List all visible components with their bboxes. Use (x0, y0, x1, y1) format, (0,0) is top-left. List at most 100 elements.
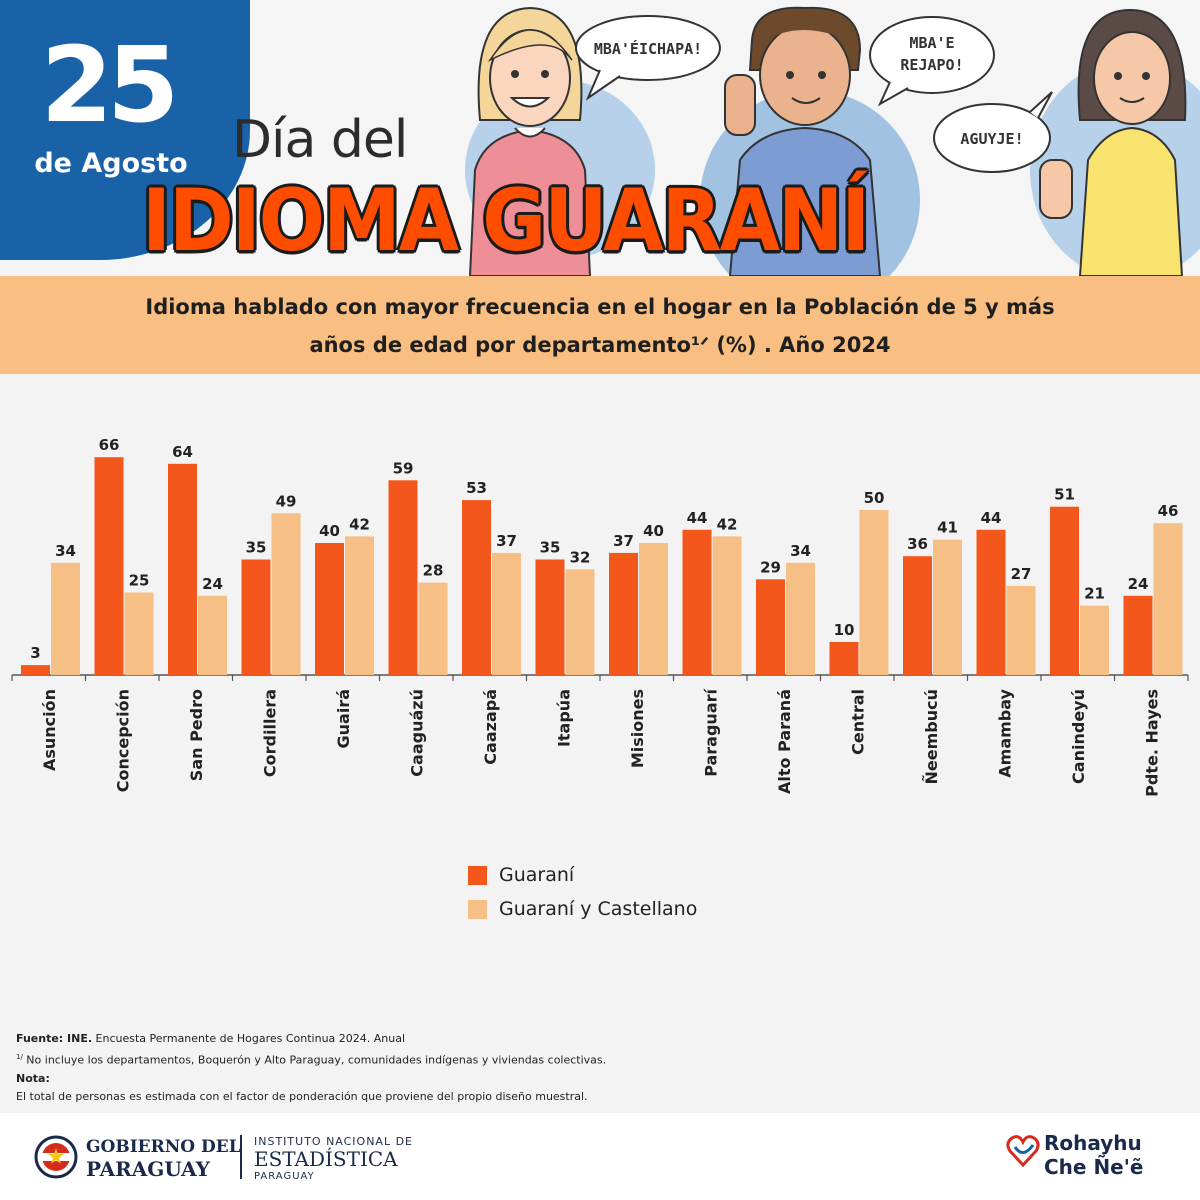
value-label: 25 (129, 572, 150, 590)
value-label: 50 (864, 489, 885, 507)
category-label: Paraguarí (701, 687, 720, 776)
value-label: 27 (1011, 565, 1032, 583)
category-label: Asunción (40, 689, 59, 771)
value-label: 41 (937, 519, 958, 537)
source-notes: Fuente: INE. Encuesta Permanente de Hoga… (16, 1030, 1116, 1106)
category-label: Canindeyú (1069, 689, 1088, 784)
bar-guarani (829, 642, 859, 675)
category-label: Caaguázú (407, 689, 426, 777)
bubble-text-3: AGUYJE! (960, 130, 1023, 148)
heart-icon (1006, 1135, 1040, 1168)
bar-guarani (462, 500, 491, 675)
bubble-text-2b: REJAPO! (900, 56, 963, 74)
value-label: 59 (393, 459, 414, 477)
value-label: 37 (496, 532, 517, 550)
value-label: 40 (643, 522, 664, 540)
bar-guarani-castellano (345, 536, 374, 675)
source-label: Fuente: INE. (16, 1032, 93, 1045)
bar-guarani (168, 463, 197, 675)
title-line2: IDIOMA GUARANÍ (142, 172, 870, 271)
value-label: 42 (717, 515, 738, 533)
value-label: 44 (981, 509, 1002, 527)
date-badge (0, 0, 250, 260)
footer-divider (240, 1135, 242, 1179)
legend-item-guarani: Guaraní (468, 858, 697, 892)
value-label: 21 (1084, 585, 1105, 603)
speech-bubble-3: AGUYJE! (933, 91, 1053, 173)
value-label: 24 (1128, 575, 1149, 593)
bar-guarani-castellano (1153, 523, 1183, 675)
bar-guarani-castellano (51, 562, 80, 675)
bar-guarani (94, 457, 124, 675)
bar-guarani (21, 665, 50, 675)
value-label: 24 (202, 575, 223, 593)
category-label: Pdte. Hayes (1142, 689, 1161, 797)
value-label: 42 (349, 515, 370, 533)
subtitle-band: Idioma hablado con mayor frecuencia en e… (0, 276, 1200, 374)
note-label: Nota: (16, 1071, 50, 1085)
value-label: 66 (99, 436, 120, 454)
characters-illustration: MBA'ÉICHAPA! MBA'E REJAPO! AGUYJE! (465, 6, 1200, 276)
legend-swatch-guarani (468, 865, 487, 885)
source-line: Fuente: INE. Encuesta Permanente de Hoga… (16, 1030, 1116, 1048)
category-label: Concepción (113, 689, 132, 792)
value-label: 34 (790, 542, 811, 560)
value-label: 35 (246, 539, 267, 557)
man-blue-character (724, 6, 882, 276)
title-line1: Día del (232, 110, 408, 170)
government-seal-icon (34, 1135, 78, 1179)
woman-pink-character (468, 6, 592, 276)
value-label: 49 (276, 492, 297, 510)
legend-item-guarani-castellano: Guaraní y Castellano (468, 892, 697, 926)
chart-subtitle: Idioma hablado con mayor frecuencia en e… (60, 288, 1140, 364)
bar-guarani-castellano (859, 510, 889, 675)
bubble-text-1: MBA'ÉICHAPA! (594, 39, 702, 58)
value-label: 36 (907, 535, 928, 553)
woman-yellow-character (1039, 8, 1187, 276)
header-banner: 25 de Agosto (0, 0, 1200, 276)
bar-guarani-castellano (786, 562, 815, 675)
bar-guarani (1123, 595, 1153, 675)
legend-label-guarani-castellano: Guaraní y Castellano (499, 898, 698, 920)
category-label: Guairá (334, 689, 353, 749)
bubble-text-2a: MBA'E (909, 34, 954, 52)
subtitle-line1: Idioma hablado con mayor frecuencia en e… (145, 295, 1055, 319)
legend-swatch-guarani-castellano (468, 899, 487, 919)
note-text: El total de personas es estimada con el … (16, 1089, 588, 1103)
category-label: Itapúa (554, 689, 573, 747)
category-label: Ñeembucú (922, 689, 941, 784)
value-label: 44 (687, 509, 708, 527)
brand-text: Rohayhu Che Ñe'ẽ (1044, 1131, 1143, 1179)
value-label: 53 (466, 479, 487, 497)
gov-text-line1: GOBIERNO DEL (86, 1137, 241, 1157)
brand-line1: Rohayhu (1044, 1131, 1142, 1155)
value-label: 64 (172, 443, 193, 461)
speech-bubble-2: MBA'E REJAPO! (869, 16, 995, 107)
source-text: Encuesta Permanente de Hogares Continua … (92, 1032, 406, 1045)
bar-guarani-castellano (198, 595, 227, 675)
footnote-mark: 1/ (16, 1053, 23, 1061)
category-label: Amambay (995, 688, 1014, 777)
value-label: 28 (423, 562, 444, 580)
bar-guarani-castellano (418, 582, 448, 675)
value-label: 46 (1158, 502, 1179, 520)
category-label: Caazapá (481, 689, 500, 765)
bar-guarani-castellano (639, 543, 668, 675)
bar-guarani-castellano (933, 539, 962, 675)
bar-guarani-castellano (271, 513, 301, 675)
chart-legend: Guaraní Guaraní y Castellano (468, 858, 697, 926)
bar-guarani-castellano (1080, 605, 1109, 675)
brand-line2: Che Ñe'ẽ (1044, 1155, 1144, 1179)
legend-label-guarani: Guaraní (499, 864, 575, 886)
bar-guarani (609, 552, 638, 675)
gov-text-line2: PARAGUAY (86, 1157, 210, 1181)
category-label: Central (848, 689, 867, 755)
footnote-text: No incluye los departamentos, Boquerón y… (22, 1053, 607, 1067)
ine-text-line2: ESTADÍSTICA (254, 1147, 398, 1171)
speech-bubble-1: MBA'ÉICHAPA! (575, 15, 721, 101)
bar-guarani (1050, 506, 1079, 675)
value-label: 37 (613, 532, 634, 550)
bar-guarani-castellano (712, 536, 742, 675)
bar-guarani-castellano (1006, 585, 1036, 675)
bar-guarani-castellano (492, 552, 521, 675)
